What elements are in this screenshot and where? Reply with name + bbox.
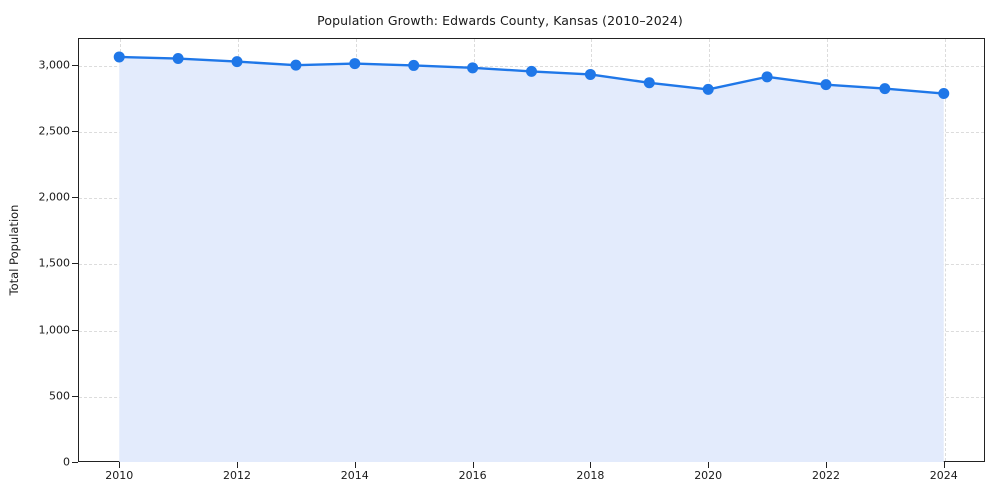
- x-tick-label: 2016: [458, 469, 487, 482]
- gridline-vertical: [591, 39, 593, 461]
- gridline-horizontal: [79, 264, 984, 266]
- y-tick-mark: [72, 263, 78, 265]
- gridline-horizontal: [79, 330, 984, 332]
- y-tick-label: 1,500: [38, 256, 71, 270]
- y-tick-label: 0: [63, 455, 70, 469]
- x-tick-mark: [472, 462, 474, 468]
- x-tick-label: 2024: [929, 469, 958, 482]
- gridline-vertical: [355, 39, 357, 461]
- y-axis-label: Total Population: [7, 204, 21, 296]
- chart-title: Population Growth: Edwards County, Kansa…: [317, 13, 683, 28]
- x-tick-label: 2020: [694, 469, 723, 482]
- y-tick-label: 500: [49, 389, 70, 403]
- y-tick-label: 1,000: [38, 323, 71, 336]
- y-tick-label: 2,000: [38, 190, 71, 204]
- gridline-vertical: [238, 39, 240, 461]
- x-tick-label: 2010: [105, 469, 134, 482]
- y-tick-mark: [72, 329, 78, 331]
- x-tick-mark: [943, 462, 945, 468]
- x-tick-mark: [825, 462, 827, 468]
- x-tick-label: 2014: [340, 469, 369, 482]
- gridline-horizontal: [79, 396, 984, 398]
- gridline-horizontal: [79, 65, 984, 67]
- gridline-vertical: [944, 39, 946, 461]
- y-tick-mark: [72, 197, 78, 198]
- y-tick-mark: [72, 64, 78, 66]
- gridline-vertical: [120, 39, 122, 461]
- x-tick-mark: [354, 462, 356, 468]
- y-tick-mark: [72, 462, 78, 463]
- gridline-vertical: [826, 39, 828, 461]
- x-tick-mark: [708, 462, 710, 468]
- gridline-horizontal: [79, 131, 984, 133]
- y-tick-label: 3,000: [38, 58, 71, 71]
- gridline-vertical: [473, 39, 475, 461]
- y-tick-label: 2,500: [38, 124, 71, 138]
- x-tick-label: 2012: [223, 469, 252, 482]
- x-tick-mark: [590, 462, 592, 468]
- plot-inner: [79, 39, 984, 461]
- plot-area: [78, 38, 985, 462]
- x-tick-label: 2022: [811, 469, 840, 482]
- x-tick-mark: [119, 462, 121, 468]
- gridline-horizontal: [79, 198, 984, 199]
- x-tick-label: 2018: [576, 469, 605, 482]
- x-tick-mark: [237, 462, 239, 468]
- y-tick-mark: [72, 130, 78, 132]
- y-tick-mark: [72, 395, 78, 397]
- gridline-vertical: [709, 39, 711, 461]
